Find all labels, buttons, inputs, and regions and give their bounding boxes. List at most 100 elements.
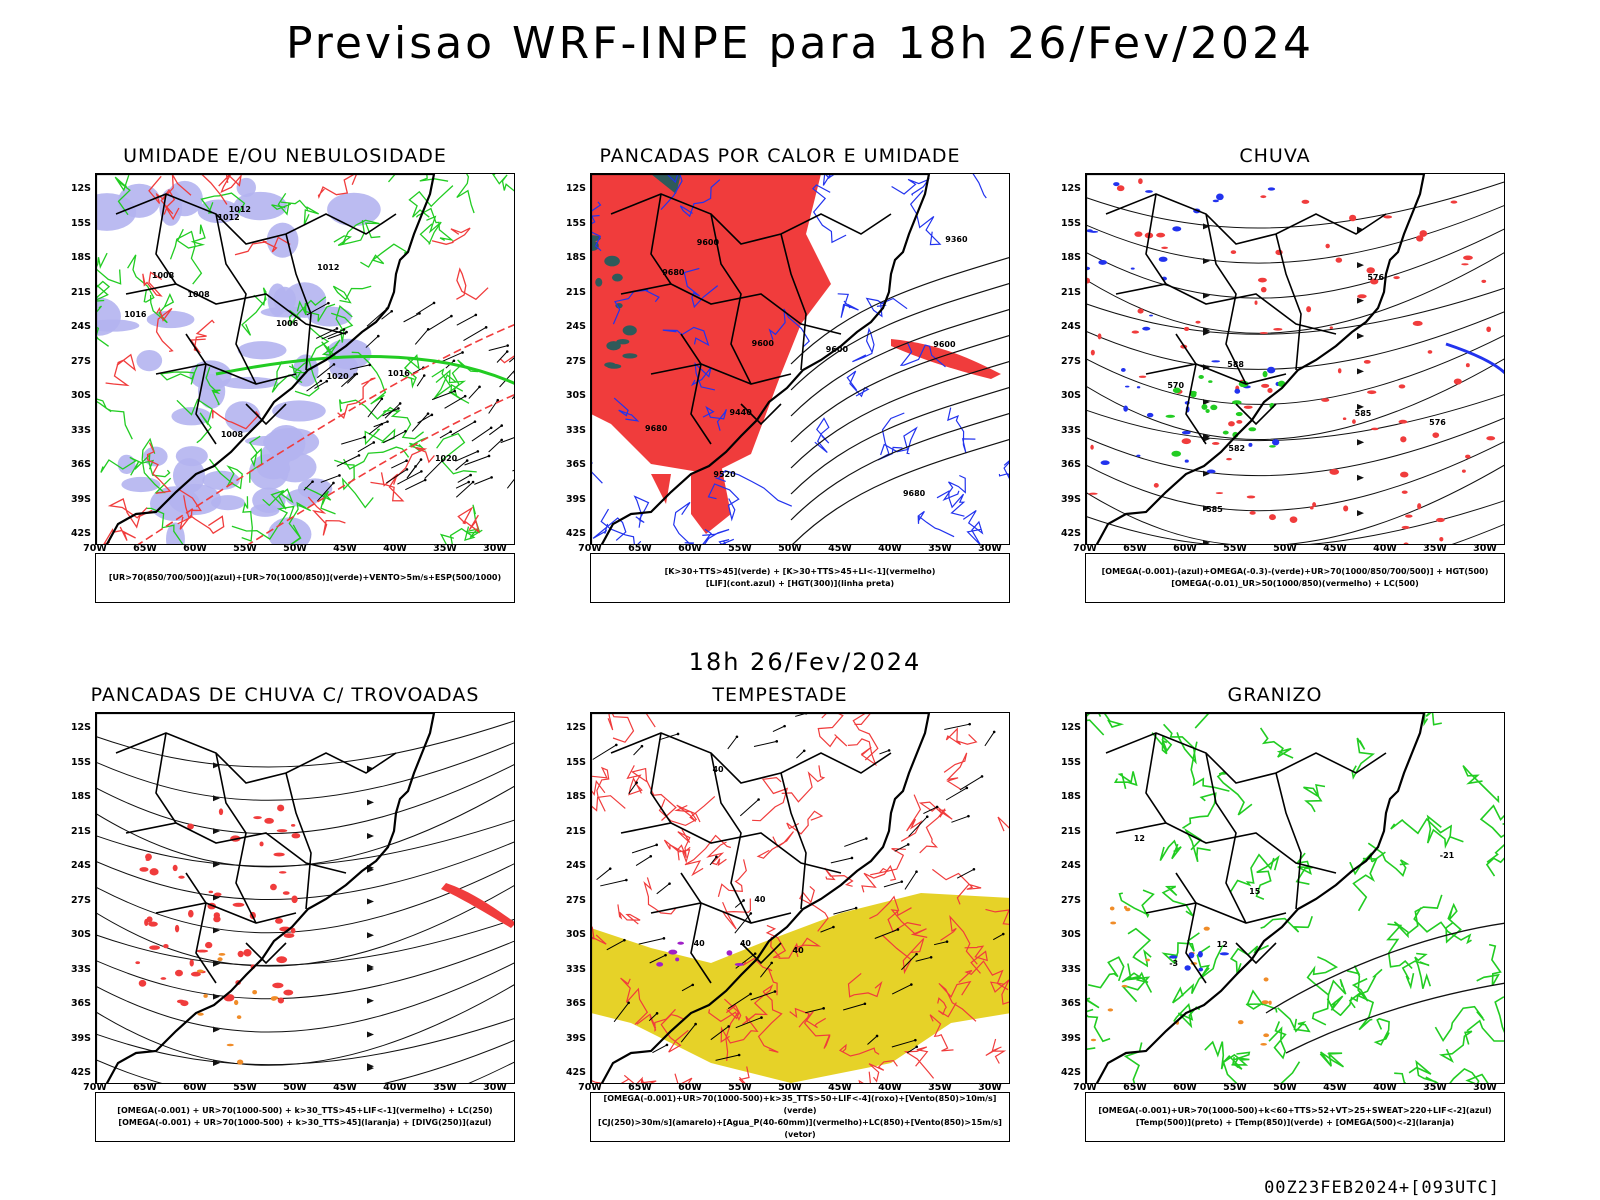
panel-title: UMIDADE E/OU NEBULOSIDADE <box>123 145 447 167</box>
latitude-tick-label: 30S <box>1060 929 1081 940</box>
longitude-tick-label: 45W <box>333 1082 357 1093</box>
contour-value-label: 1016 <box>124 309 147 319</box>
map-borders <box>591 174 931 544</box>
panel-legend: [OMEGA(-0.001)-(azul)+OMEGA(-0.3)-(verde… <box>1085 553 1505 603</box>
latitude-tick-label: 33S <box>1060 424 1081 436</box>
contour-value-label: 1012 <box>317 263 340 273</box>
latitude-tick-label: 36S <box>1060 998 1081 1009</box>
wind-vectors <box>303 301 514 502</box>
latitude-tick-label: 18S <box>565 252 586 263</box>
latitude-tick-label: 21S <box>70 286 91 298</box>
latitude-tick-label: 15S <box>70 217 91 229</box>
latitude-tick-label: 15S <box>1060 756 1081 768</box>
contour-value-label: 40 <box>792 945 804 955</box>
contour-value-label: 585 <box>1354 408 1372 418</box>
contour-value-label: 9600 <box>825 345 849 355</box>
latitude-tick-label: 15S <box>565 756 586 768</box>
latitude-tick-label: 27S <box>1060 894 1081 906</box>
field-blobs <box>135 804 301 1007</box>
field-blobs <box>1165 370 1286 457</box>
contour-value-label: 570 <box>1167 380 1185 390</box>
panel-title: PANCADAS POR CALOR E UMIDADE <box>599 145 961 167</box>
contour-value-label: 1008 <box>151 271 175 281</box>
contour-value-label: 1008 <box>187 290 210 300</box>
longitude-tick-label: 45W <box>828 543 852 554</box>
forecast-time-label: 18h 26/Fev/2024 <box>688 648 922 676</box>
latitude-tick-label: 12S <box>565 183 586 194</box>
longitude-tick-label: 35W <box>928 1082 952 1093</box>
forecast-map: 15 12 -3 -21 12 <box>1085 712 1505 1084</box>
longitude-tick-label: 45W <box>333 543 357 554</box>
contour-value-label: 40 <box>739 939 751 949</box>
longitude-tick-label: 65W <box>628 1082 652 1093</box>
latitude-tick-label: 18S <box>70 791 91 802</box>
contour-lines <box>1086 713 1504 1083</box>
contour-value-label: -3 <box>1169 959 1179 969</box>
field-blobs <box>656 941 744 967</box>
longitude-tick-label: 70W <box>83 1082 107 1093</box>
longitude-tick-label: 55W <box>233 1082 257 1093</box>
longitude-tick-label: 65W <box>1123 1082 1147 1093</box>
longitude-tick-label: 55W <box>728 1082 752 1093</box>
contour-value-label: 1012 <box>228 204 251 214</box>
map-borders <box>1086 713 1426 1083</box>
legend-line: [OMEGA(-0.001)-(azul)+OMEGA(-0.3)-(verde… <box>1101 567 1489 576</box>
map-canvas <box>1086 174 1504 544</box>
contour-value-label: 9600 <box>933 340 956 350</box>
contour-value-label: 1006 <box>275 319 299 329</box>
latitude-tick-label: 18S <box>70 252 91 263</box>
longitude-tick-label: 50W <box>778 543 802 554</box>
legend-line: [OMEGA(-0.001)+UR>70(1000-500)+k>35_TTS>… <box>603 1094 997 1115</box>
longitude-tick-label: 30W <box>1473 543 1497 554</box>
contour-value-label: 12 <box>1216 939 1228 949</box>
map-borders <box>591 713 931 1083</box>
latitude-tick-label: 39S <box>565 1032 586 1044</box>
latitude-tick-label: 27S <box>70 355 91 367</box>
latitude-tick-label: 39S <box>1060 1032 1081 1044</box>
contour-value-label: 582 <box>1228 444 1246 454</box>
panel-pancadas-calor: PANCADAS POR CALOR E UMIDADE 9600 9600 9600… <box>540 145 1020 625</box>
forecast-map: 9600 9600 9600 9680 9680 9680 9600 9520 9440 9360 <box>590 173 1010 545</box>
longitude-tick-label: 60W <box>183 543 207 554</box>
latitude-tick-label: 39S <box>565 493 586 505</box>
panel-title: PANCADAS DE CHUVA C/ TROVOADAS <box>90 684 480 706</box>
longitude-tick-label: 40W <box>878 543 902 554</box>
contour-value-label: 585 <box>1206 505 1223 515</box>
latitude-tick-label: 12S <box>1060 722 1081 733</box>
contour-value-label: 1012 <box>217 212 240 222</box>
longitude-tick-label: 50W <box>778 1082 802 1093</box>
contour-value-label: 576 <box>1367 273 1385 283</box>
map-canvas <box>96 713 514 1083</box>
longitude-tick-label: 60W <box>678 543 702 554</box>
longitude-tick-label: 40W <box>1373 543 1397 554</box>
panel-legend: [OMEGA(-0.001)+UR>70(1000-500)+k>35_TTS>… <box>590 1092 1010 1142</box>
latitude-tick-label: 42S <box>1060 1067 1081 1078</box>
legend-line: [Temp(500)](preto) + [Temp(850)](verde) … <box>1135 1118 1455 1127</box>
legend-line: [K>30+TTS>45](verde) + [K>30+TTS>45+LI<-… <box>664 567 936 576</box>
latitude-tick-label: 33S <box>565 424 586 436</box>
field-blobs <box>96 177 381 544</box>
latitude-tick-label: 15S <box>1060 217 1081 229</box>
map-canvas <box>591 713 1009 1083</box>
latitude-tick-label: 12S <box>70 722 91 733</box>
legend-line: [LIF](cont.azul) + [HGT(300)](linha pret… <box>705 579 895 588</box>
longitude-tick-label: 30W <box>483 543 507 554</box>
latitude-tick-label: 33S <box>70 424 91 436</box>
latitude-tick-label: 36S <box>565 459 586 470</box>
latitude-tick-label: 36S <box>1060 459 1081 470</box>
forecast-map <box>95 712 515 1084</box>
latitude-tick-label: 24S <box>70 321 91 332</box>
contour-value-label: 9520 <box>713 469 736 479</box>
latitude-tick-label: 42S <box>70 528 91 539</box>
longitude-tick-label: 70W <box>1073 543 1097 554</box>
longitude-tick-label: 50W <box>283 1082 307 1093</box>
contour-value-label: 588 <box>1227 359 1244 369</box>
longitude-tick-label: 55W <box>728 543 752 554</box>
contour-value-label: -21 <box>1439 851 1455 861</box>
latitude-tick-label: 15S <box>565 217 586 229</box>
longitude-tick-label: 70W <box>1073 1082 1097 1093</box>
latitude-tick-label: 36S <box>70 459 91 470</box>
longitude-tick-label: 65W <box>1123 543 1147 554</box>
forecast-map: 40 40 40 40 40 <box>590 712 1010 1084</box>
forecast-map: 1008 1008 1006 1012 1008 1012 1016 1020 1020 1016… <box>95 173 515 545</box>
